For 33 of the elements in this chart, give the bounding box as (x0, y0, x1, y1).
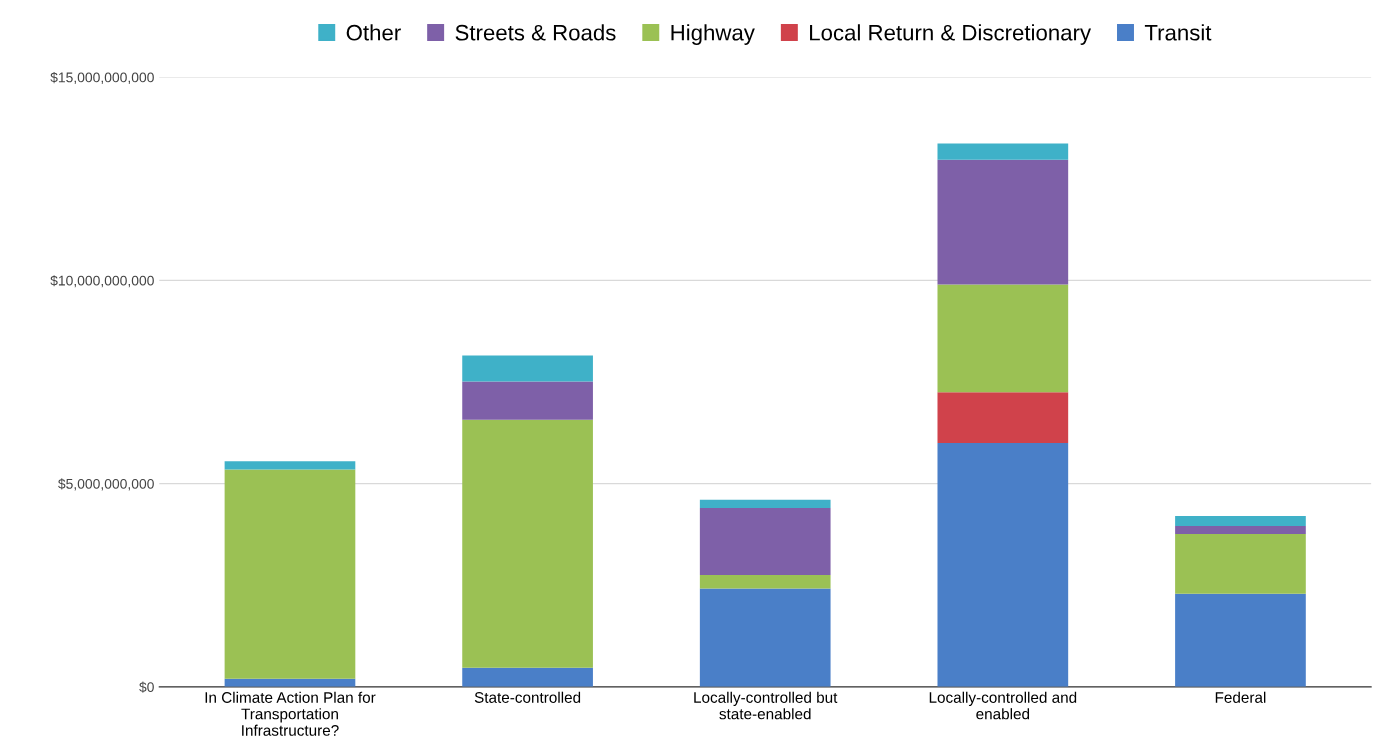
x-tick-label: Locally-controlled and enabled (929, 691, 1077, 720)
legend-label: Other (346, 24, 401, 41)
bar (699, 588, 831, 687)
bar (462, 667, 593, 687)
bar (462, 381, 593, 420)
bar (1175, 534, 1306, 594)
y-tick-label: $5,000,000,000 (58, 478, 154, 491)
bar (937, 392, 1069, 443)
bar (937, 442, 1069, 687)
x-tick-label: Locally-controlled but state-enabled (694, 691, 838, 720)
legend-label: Highway (671, 24, 755, 45)
bar (699, 507, 831, 576)
y-tick-label: $10,000,000,000 (50, 275, 154, 288)
bar (462, 355, 593, 382)
legend-label: Local Return & Discretionary (810, 24, 1092, 45)
legend-label: Streets & Roads (455, 24, 616, 41)
x-tick-label: In Climate Action Plan for Transportation Infrastructure? (205, 691, 376, 736)
bar (1175, 593, 1306, 687)
bar (224, 469, 356, 679)
x-tick-label: Federal (1215, 691, 1266, 703)
y-tick-label: $0 (139, 681, 154, 693)
y-tick-label: $15,000,000,000 (50, 71, 154, 84)
x-tick-label: State-controlled (474, 691, 581, 703)
bar (937, 143, 1069, 160)
bar (699, 499, 831, 508)
bar (462, 419, 593, 668)
legend-label: Transit (1144, 24, 1212, 41)
bar (699, 575, 831, 589)
bar (937, 159, 1069, 285)
bar (937, 284, 1069, 393)
bar (1175, 516, 1306, 526)
bar (224, 461, 356, 470)
bar (1175, 525, 1306, 535)
